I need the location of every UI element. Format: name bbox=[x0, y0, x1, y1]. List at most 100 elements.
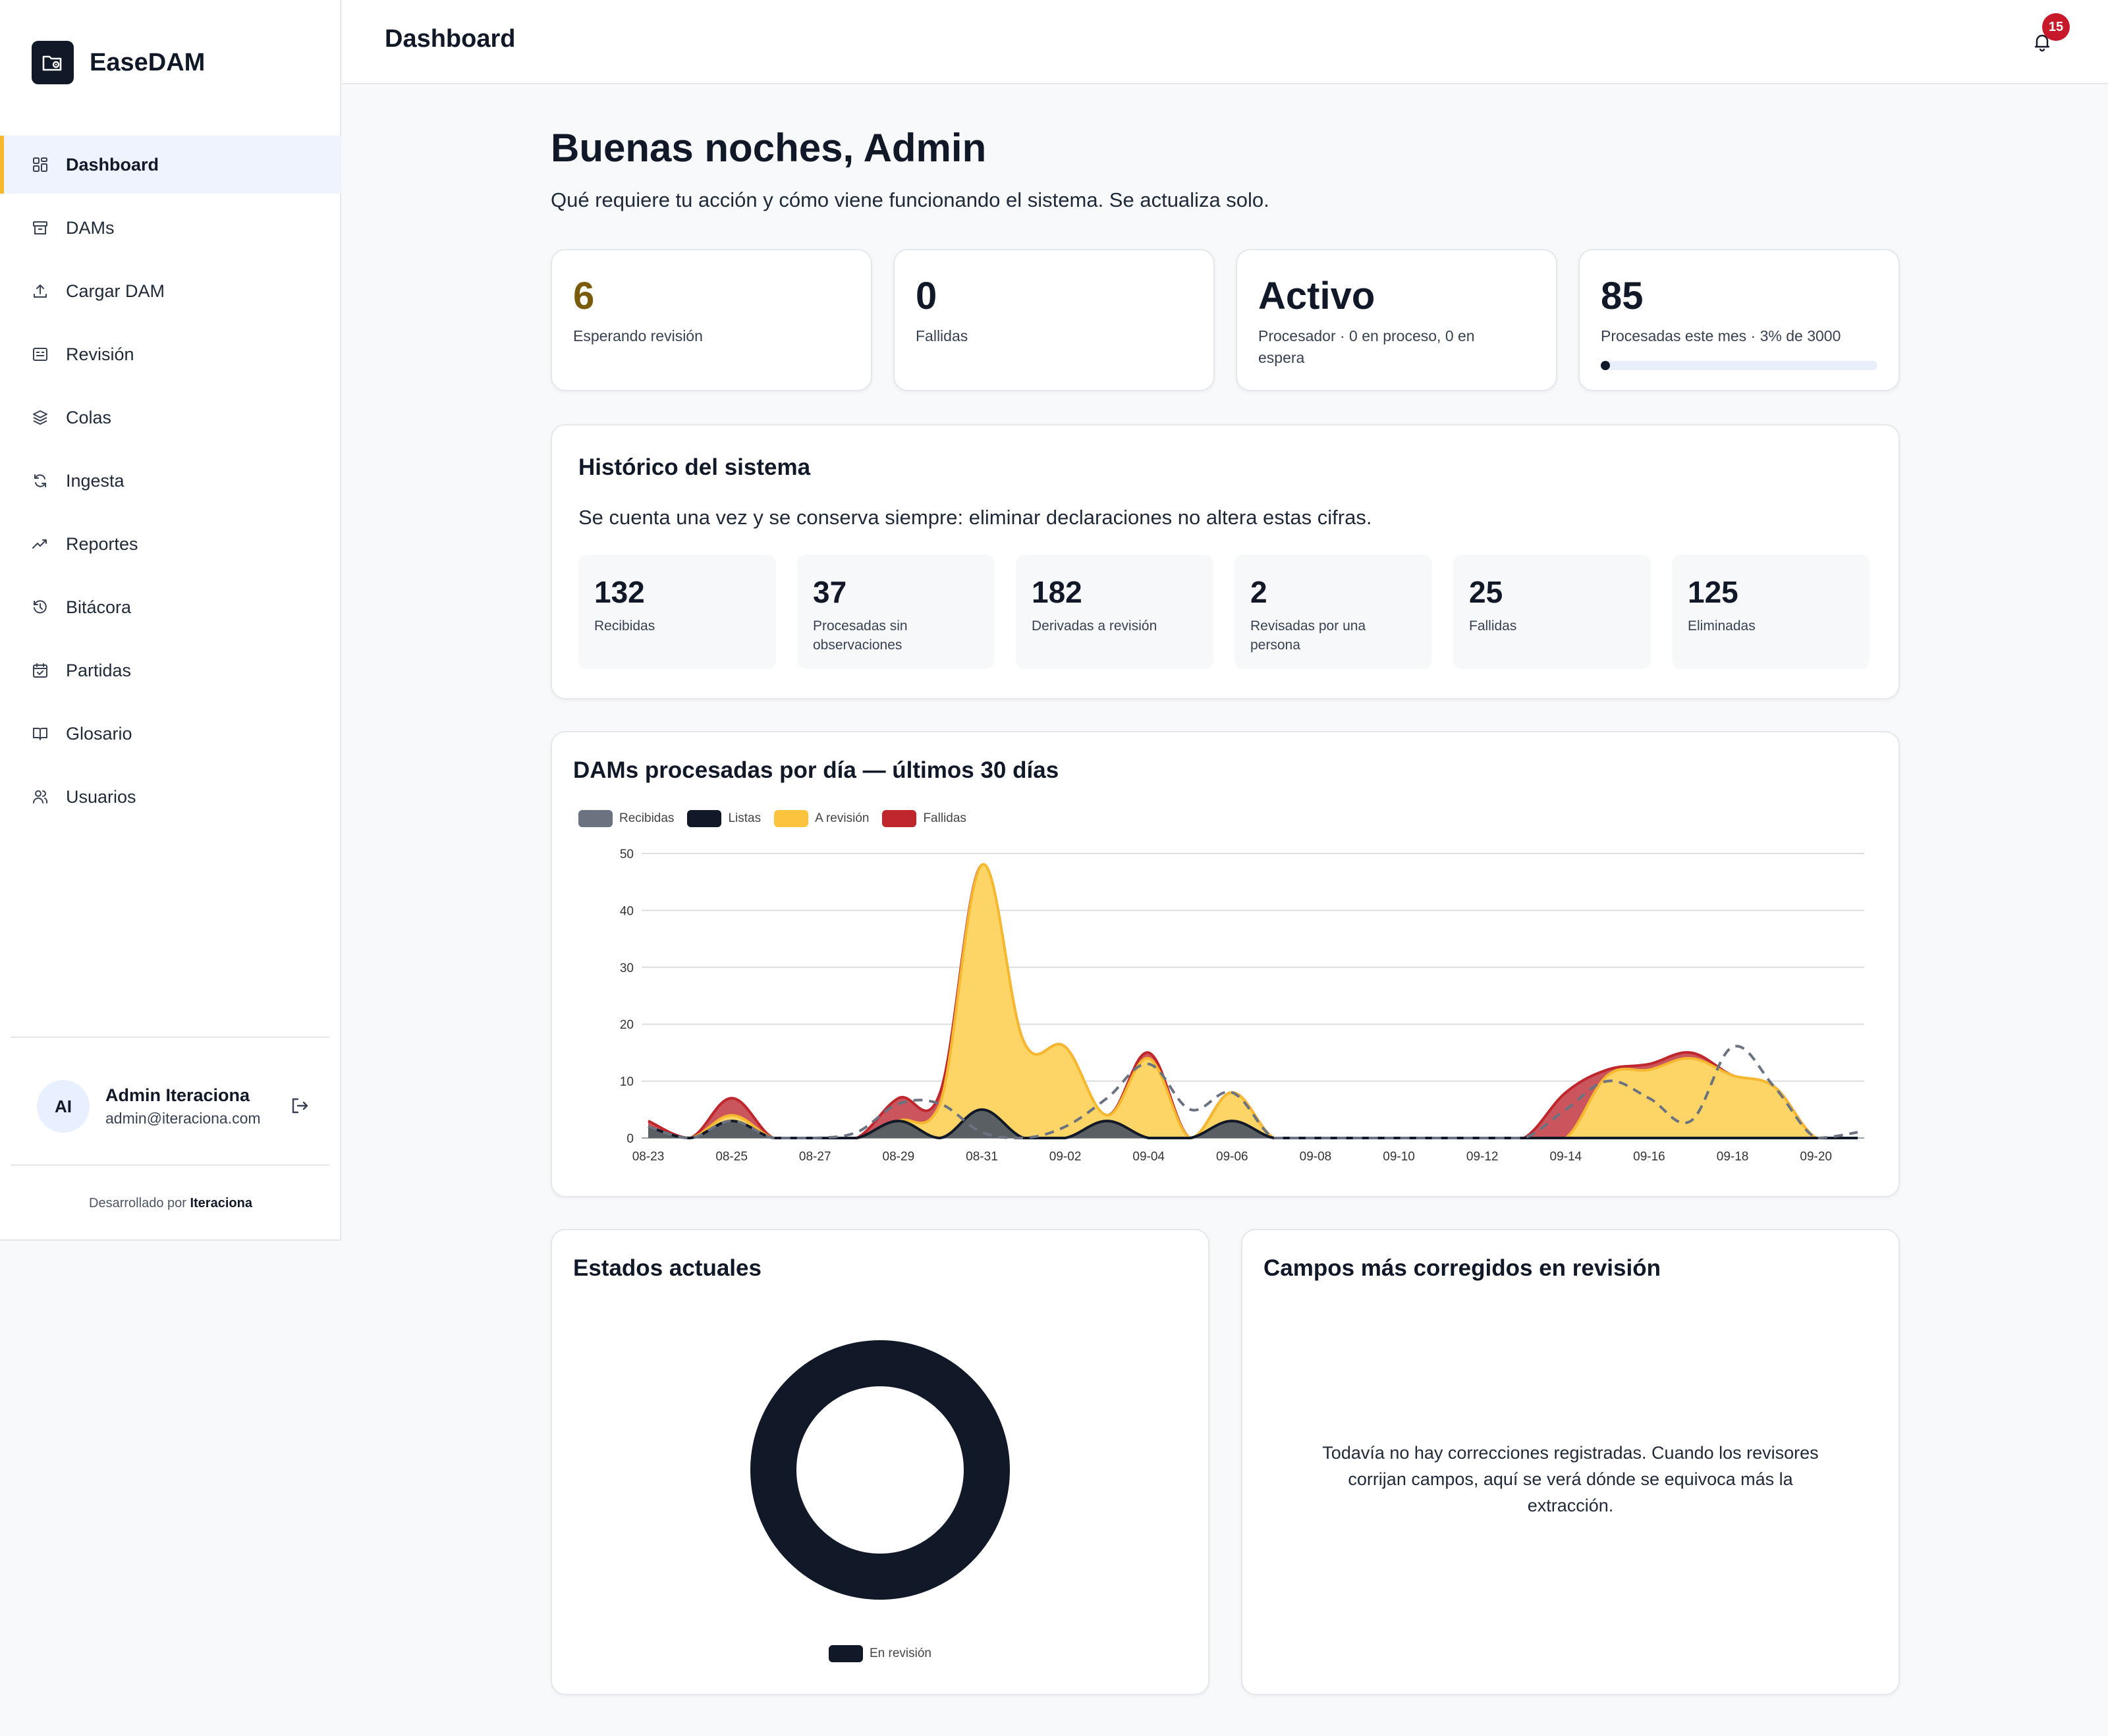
history-value: 37 bbox=[813, 575, 847, 609]
legend-item-a-revision[interactable]: A revisión bbox=[774, 810, 869, 827]
greeting: Buenas noches, Admin bbox=[551, 126, 987, 170]
stat-label: Procesador · 0 en proceso, 0 en espera bbox=[1258, 327, 1475, 366]
sidebar-item-label: Partidas bbox=[66, 660, 132, 680]
history-tile: 2 Revisadas por una persona bbox=[1234, 555, 1432, 669]
series-line-listas bbox=[648, 1108, 1858, 1140]
legend-item-fallidas[interactable]: Fallidas bbox=[882, 810, 966, 827]
history-label: Eliminadas bbox=[1688, 618, 1756, 634]
sidebar-item-dams[interactable]: DAMs bbox=[0, 199, 341, 257]
donut-legend: En revisión bbox=[552, 1645, 1208, 1662]
chart-legend: Recibidas Listas A revisión Fallidas bbox=[578, 810, 980, 827]
legend-swatch bbox=[578, 810, 613, 827]
history-icon bbox=[32, 599, 49, 616]
y-tick-label: 40 bbox=[620, 904, 634, 918]
history-value: 182 bbox=[1032, 575, 1082, 609]
x-tick-label: 08-29 bbox=[883, 1150, 915, 1164]
sidebar-item-label: Cargar DAM bbox=[66, 281, 165, 301]
monthly-progress-fill bbox=[1601, 361, 1611, 370]
sidebar-item-dashboard[interactable]: Dashboard bbox=[0, 136, 341, 194]
legend-swatch bbox=[882, 810, 917, 827]
x-tick-label: 09-04 bbox=[1132, 1150, 1165, 1164]
stat-label: Fallidas bbox=[916, 327, 968, 344]
legend-item-recibidas[interactable]: Recibidas bbox=[578, 810, 674, 827]
legend-item-listas[interactable]: Listas bbox=[687, 810, 761, 827]
sidebar-item-revision[interactable]: Revisión bbox=[0, 325, 341, 383]
legend-swatch-en-revision[interactable] bbox=[829, 1645, 863, 1662]
stat-card[interactable]: 0 Fallidas bbox=[893, 249, 1215, 391]
stat-label: Esperando revisión bbox=[573, 327, 703, 344]
states-donut-chart bbox=[750, 1340, 1010, 1600]
stat-card[interactable]: Activo Procesador · 0 en proceso, 0 en es… bbox=[1236, 249, 1557, 391]
notification-badge[interactable]: 15 bbox=[2042, 13, 2070, 41]
sidebar-item-partidas[interactable]: Partidas bbox=[0, 641, 341, 699]
history-label: Procesadas sin observaciones bbox=[813, 618, 908, 653]
monthly-progress-bar bbox=[1601, 361, 1877, 370]
x-tick-label: 09-20 bbox=[1800, 1150, 1832, 1164]
stat-card[interactable]: 85 Procesadas este mes · 3% de 3000 bbox=[1578, 249, 1900, 391]
history-card: Histórico del sistema Se cuenta una vez … bbox=[551, 424, 1900, 699]
user-email: admin@iteraciona.com bbox=[105, 1110, 261, 1127]
review-icon bbox=[32, 346, 49, 363]
logout-icon[interactable] bbox=[290, 1096, 311, 1117]
x-tick-label: 09-08 bbox=[1300, 1150, 1332, 1164]
users-icon bbox=[32, 788, 49, 805]
x-tick-label: 09-14 bbox=[1550, 1150, 1582, 1164]
calendar-check-icon bbox=[32, 662, 49, 679]
history-tile: 25 Fallidas bbox=[1453, 555, 1651, 669]
donut-slice-en-revision[interactable] bbox=[750, 1340, 1010, 1600]
sidebar-item-colas[interactable]: Colas bbox=[0, 389, 341, 447]
sidebar-item-reportes[interactable]: Reportes bbox=[0, 515, 341, 573]
sidebar-item-label: DAMs bbox=[66, 217, 115, 238]
legend-label: Fallidas bbox=[923, 811, 966, 825]
sidebar: EaseDAM Dashboard DAMs Cargar DAM Revisión C… bbox=[0, 0, 341, 1241]
sidebar-item-label: Glosario bbox=[66, 723, 132, 744]
sidebar-item-cargar-dam[interactable]: Cargar DAM bbox=[0, 262, 341, 320]
sidebar-item-ingesta[interactable]: Ingesta bbox=[0, 452, 341, 510]
sidebar-divider bbox=[11, 1164, 329, 1166]
archive-icon bbox=[32, 219, 49, 236]
page-title: Dashboard bbox=[385, 25, 516, 53]
credit-company[interactable]: Iteraciona bbox=[190, 1196, 252, 1210]
y-tick-label: 10 bbox=[620, 1075, 634, 1089]
history-value: 2 bbox=[1250, 575, 1267, 609]
x-tick-label: 09-06 bbox=[1216, 1150, 1248, 1164]
stat-value: Activo bbox=[1258, 275, 1375, 317]
avatar[interactable]: AI bbox=[37, 1080, 90, 1133]
stat-card[interactable]: 6 Esperando revisión bbox=[551, 249, 872, 391]
states-card: Estados actuales En revisión bbox=[551, 1229, 1209, 1695]
bell-icon[interactable] bbox=[2029, 29, 2055, 55]
legend-label-en-revision: En revisión bbox=[870, 1646, 931, 1660]
book-icon bbox=[32, 725, 49, 742]
series-area-a-revision bbox=[648, 864, 1858, 1138]
sidebar-item-bitacora[interactable]: Bitácora bbox=[0, 578, 341, 636]
refresh-icon bbox=[32, 472, 49, 489]
sidebar-nav: Dashboard DAMs Cargar DAM Revisión Colas Inge… bbox=[0, 136, 341, 831]
sidebar-item-label: Bitácora bbox=[66, 597, 132, 617]
daily-chart-card: DAMs procesadas por día — últimos 30 día… bbox=[551, 731, 1900, 1197]
greeting-subtitle: Qué requiere tu acción y cómo viene func… bbox=[551, 188, 1269, 211]
sidebar-item-glosario[interactable]: Glosario bbox=[0, 705, 341, 763]
corrections-empty-message: Todavía no hay correcciones registradas.… bbox=[1322, 1443, 1819, 1515]
x-tick-label: 08-23 bbox=[632, 1150, 665, 1164]
y-tick-label: 50 bbox=[620, 848, 634, 861]
folder-gear-icon bbox=[32, 41, 74, 84]
history-value: 132 bbox=[594, 575, 645, 609]
dashboard-icon bbox=[32, 156, 49, 173]
legend-label: Listas bbox=[728, 811, 762, 825]
legend-label: A revisión bbox=[815, 811, 870, 825]
history-title: Histórico del sistema bbox=[578, 454, 811, 480]
upload-icon bbox=[32, 283, 49, 300]
corrections-title: Campos más corregidos en revisión bbox=[1263, 1255, 1661, 1281]
trend-icon bbox=[32, 535, 49, 553]
legend-label: Recibidas bbox=[619, 811, 675, 825]
x-tick-label: 09-10 bbox=[1383, 1150, 1415, 1164]
history-tile: 37 Procesadas sin observaciones bbox=[797, 555, 995, 669]
user-name: Admin Iteraciona bbox=[105, 1085, 250, 1105]
sidebar-item-usuarios[interactable]: Usuarios bbox=[0, 768, 341, 826]
sidebar-item-label: Reportes bbox=[66, 533, 138, 554]
brand[interactable]: EaseDAM bbox=[32, 41, 205, 84]
y-tick-label: 20 bbox=[620, 1018, 634, 1032]
history-value: 25 bbox=[1469, 575, 1503, 609]
x-tick-label: 09-12 bbox=[1466, 1150, 1499, 1164]
y-tick-label: 0 bbox=[626, 1132, 634, 1146]
